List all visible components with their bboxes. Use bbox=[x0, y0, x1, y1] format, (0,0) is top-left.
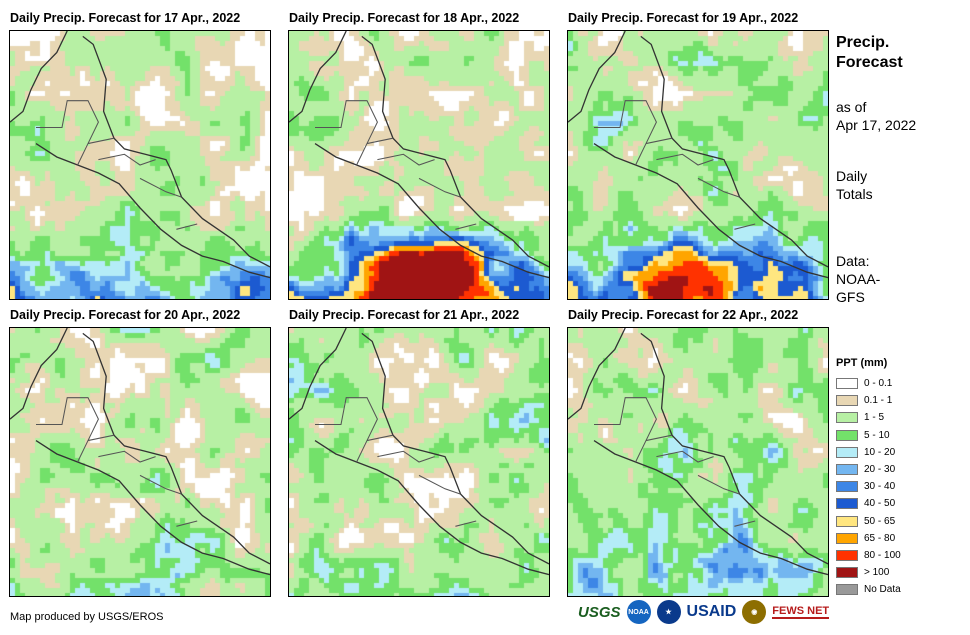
usaid-seal-icon: ★ bbox=[656, 600, 681, 624]
panel-title-1: Daily Precip. Forecast for 17 Apr., 2022 bbox=[10, 11, 241, 25]
country-boundaries bbox=[289, 328, 549, 576]
legend-item: 80 - 100 bbox=[836, 549, 901, 562]
legend-label: 10 - 20 bbox=[864, 446, 896, 458]
legend-item: 65 - 80 bbox=[836, 532, 895, 545]
country-boundaries bbox=[10, 328, 270, 576]
legend-label: 0.1 - 1 bbox=[864, 395, 893, 407]
legend-item: 30 - 40 bbox=[836, 480, 895, 493]
legend-label: 40 - 50 bbox=[864, 498, 896, 510]
national-borders bbox=[315, 100, 477, 230]
legend-swatch bbox=[836, 567, 858, 579]
coastline bbox=[10, 328, 270, 576]
usgs-logo: USGS bbox=[578, 603, 621, 621]
country-boundaries bbox=[10, 31, 270, 279]
legend-item: No Data bbox=[836, 583, 901, 596]
legend-label: 65 - 80 bbox=[864, 532, 896, 544]
credit-text: Map produced by USGS/EROS bbox=[10, 611, 164, 623]
legend-label: 20 - 30 bbox=[864, 464, 896, 475]
legend-label: 50 - 65 bbox=[864, 515, 896, 527]
legend-swatch bbox=[836, 446, 858, 458]
national-borders bbox=[36, 100, 198, 230]
coastline bbox=[289, 31, 549, 279]
precip-map-2 bbox=[288, 30, 550, 300]
legend-item: 50 - 65 bbox=[836, 515, 895, 528]
panel-title-6: Daily Precip. Forecast for 22 Apr., 2022 bbox=[568, 308, 799, 322]
legend-item: 10 - 20 bbox=[836, 446, 895, 459]
legend-swatch bbox=[836, 464, 858, 475]
precip-map-6 bbox=[567, 327, 829, 597]
legend-label: 5 - 10 bbox=[864, 429, 890, 441]
logo-strip: USGS NOAA ★ USAID ◉ FEWS NET bbox=[578, 600, 830, 624]
national-borders bbox=[36, 397, 198, 527]
national-borders bbox=[594, 100, 756, 230]
legend-label: 80 - 100 bbox=[864, 550, 901, 561]
legend-item: 0.1 - 1 bbox=[836, 394, 892, 407]
legend-label: 30 - 40 bbox=[864, 481, 896, 493]
precip-map-3 bbox=[567, 30, 829, 300]
country-boundaries bbox=[289, 31, 549, 279]
side-title: Precip. Forecast bbox=[836, 34, 903, 71]
precip-map-4 bbox=[9, 327, 271, 597]
precip-map-5 bbox=[288, 327, 550, 597]
noaa-logo-icon: NOAA bbox=[626, 600, 651, 624]
panel-title-4: Daily Precip. Forecast for 20 Apr., 2022 bbox=[10, 308, 241, 322]
legend-swatch bbox=[836, 498, 858, 510]
panel-title-2: Daily Precip. Forecast for 18 Apr., 2022 bbox=[289, 11, 520, 25]
legend-swatch bbox=[836, 395, 858, 407]
country-boundaries bbox=[568, 31, 828, 279]
legend-item: 5 - 10 bbox=[836, 429, 890, 442]
legend-item: > 100 bbox=[836, 566, 889, 579]
country-boundaries bbox=[568, 328, 828, 576]
legend-label: No Data bbox=[864, 584, 901, 596]
fews-net-logo: FEWS NET bbox=[772, 605, 830, 619]
usaid-logo: USAID bbox=[686, 603, 737, 620]
panel-title-3: Daily Precip. Forecast for 19 Apr., 2022 bbox=[568, 11, 799, 25]
legend-swatch bbox=[836, 412, 858, 424]
legend-swatch bbox=[836, 378, 858, 389]
panel-title-5: Daily Precip. Forecast for 21 Apr., 2022 bbox=[289, 308, 520, 322]
legend-item: 20 - 30 bbox=[836, 463, 895, 476]
legend-swatch bbox=[836, 429, 858, 441]
legend-title: PPT (mm) bbox=[836, 357, 888, 369]
national-borders bbox=[315, 397, 477, 527]
fews-globe-icon: ◉ bbox=[742, 600, 767, 624]
legend-item: 40 - 50 bbox=[836, 497, 895, 510]
coastline bbox=[568, 31, 828, 279]
legend-label: 1 - 5 bbox=[864, 412, 885, 424]
legend-swatch bbox=[836, 532, 858, 544]
precip-map-1 bbox=[9, 30, 271, 300]
coastline bbox=[568, 328, 828, 576]
legend-swatch bbox=[836, 481, 858, 493]
legend-swatch bbox=[836, 550, 858, 561]
legend-swatch bbox=[836, 515, 858, 527]
legend-item: 0 - 0.1 bbox=[836, 377, 892, 390]
coastline bbox=[289, 328, 549, 576]
data-source: Data: NOAA- GFS bbox=[836, 253, 881, 305]
legend-item: 1 - 5 bbox=[836, 411, 884, 424]
legend-label: 0 - 0.1 bbox=[864, 378, 893, 389]
legend-swatch bbox=[836, 584, 858, 596]
daily-totals-note: Daily Totals bbox=[836, 168, 873, 202]
legend-label: > 100 bbox=[864, 567, 890, 579]
coastline bbox=[10, 31, 270, 279]
national-borders bbox=[594, 397, 756, 527]
as-of-date: as of Apr 17, 2022 bbox=[836, 99, 917, 133]
